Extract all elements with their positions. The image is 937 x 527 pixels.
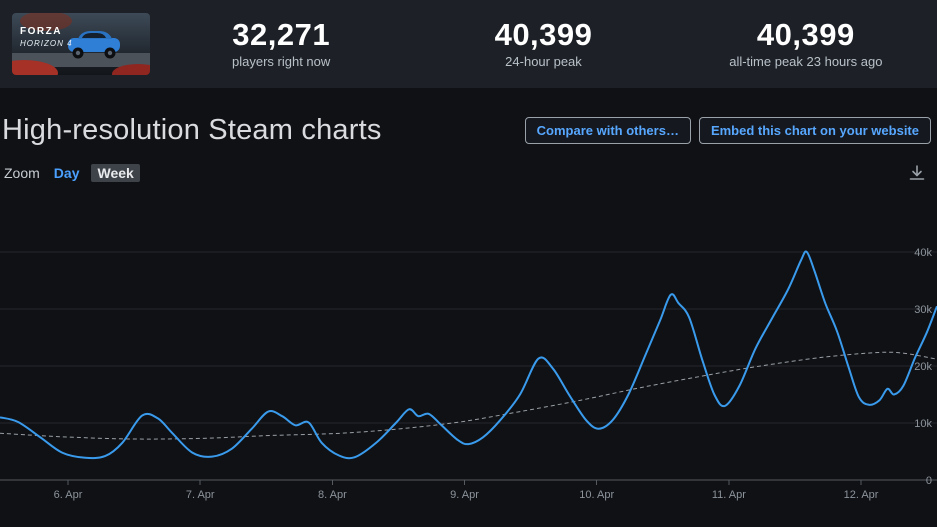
24h-peak-value: 40,399	[494, 16, 593, 52]
page-title: High-resolution Steam charts	[2, 114, 382, 146]
x-axis-label: 6. Apr	[54, 489, 83, 501]
24h-peak-label: 24-hour peak	[505, 54, 582, 70]
title-row: High-resolution Steam charts Compare wit…	[2, 114, 931, 147]
y-axis-label: 30k	[914, 304, 932, 316]
stat-current-players: 32,271 players right now	[150, 16, 412, 70]
zoom-option-week[interactable]: Week	[91, 164, 140, 182]
player-count-chart[interactable]: 6. Apr 7. Apr 8. Apr 9. Apr 10. Apr 11. Apr 12…	[0, 197, 937, 527]
x-axis-label: 10. Apr	[579, 489, 614, 501]
y-axis-label: 40k	[914, 247, 932, 259]
zoom-option-day[interactable]: Day	[53, 165, 80, 181]
current-players-label: players right now	[232, 54, 331, 70]
car-illustration	[68, 31, 120, 59]
y-axis-label: 10k	[914, 418, 932, 430]
x-axis-label: 12. Apr	[844, 489, 879, 501]
compare-with-others-button[interactable]: Compare with others…	[524, 117, 691, 144]
y-axis-label: 20k	[914, 361, 932, 373]
alltime-peak-value: 40,399	[756, 16, 855, 52]
x-axis-label: 11. Apr	[712, 489, 746, 501]
trend-line-series	[0, 351, 937, 440]
download-icon[interactable]	[907, 163, 927, 183]
autumn-tree	[20, 13, 72, 31]
x-axis-label: 8. Apr	[318, 489, 347, 501]
red-flowers-right	[112, 64, 150, 75]
zoom-label: Zoom	[4, 165, 40, 181]
x-axis-label: 7. Apr	[186, 489, 215, 501]
game-thumbnail[interactable]: FORZA HORIZON 4	[12, 13, 150, 75]
y-axis-label: 0	[926, 475, 932, 487]
players-line-series	[0, 250, 937, 460]
embed-chart-button[interactable]: Embed this chart on your website	[698, 117, 931, 144]
red-flowers-left	[12, 60, 58, 75]
game-cover-art: FORZA HORIZON 4	[12, 13, 150, 75]
stat-24h-peak: 40,399 24-hour peak	[412, 16, 674, 70]
zoom-row: Zoom Day Week	[4, 163, 927, 183]
x-axis-label: 9. Apr	[450, 489, 479, 501]
stat-alltime-peak: 40,399 all-time peak 23 hours ago	[675, 16, 937, 70]
forza-title-text: FORZA	[20, 26, 62, 37]
stats-group: 32,271 players right now 40,399 24-hour …	[150, 16, 937, 70]
current-players-value: 32,271	[232, 16, 331, 52]
chart-canvas[interactable]: 6. Apr 7. Apr 8. Apr 9. Apr 10. Apr 11. Apr 12…	[0, 197, 937, 527]
stats-header-bar: FORZA HORIZON 4 32,271 players right now…	[0, 0, 937, 88]
forza-logo-text: FORZA HORIZON 4	[20, 26, 73, 48]
alltime-peak-label: all-time peak 23 hours ago	[729, 54, 883, 70]
horizon-subtitle-text: HORIZON 4	[20, 39, 73, 48]
